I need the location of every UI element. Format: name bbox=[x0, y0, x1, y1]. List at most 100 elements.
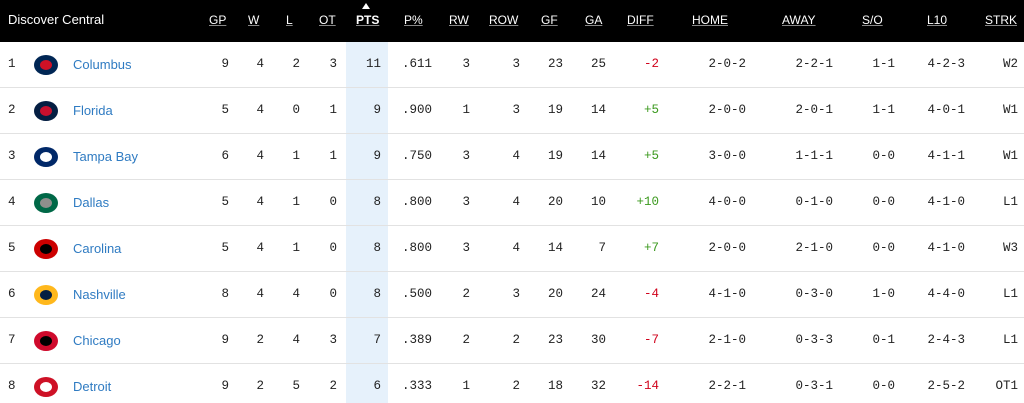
team-name[interactable]: Florida bbox=[73, 103, 113, 118]
cell: 2-1-0 bbox=[708, 333, 746, 347]
cell: 9 bbox=[373, 103, 381, 117]
column-header[interactable]: S/O bbox=[862, 13, 883, 27]
header-bar: Discover Central GP W L OT PTS P% RW ROW GF GA DIF… bbox=[0, 0, 1024, 42]
cell: 4 bbox=[256, 195, 264, 209]
column-header[interactable]: GP bbox=[209, 13, 227, 27]
cell: 1-0 bbox=[872, 287, 895, 301]
cell: 2-0-0 bbox=[708, 241, 746, 255]
cell: 3 bbox=[512, 57, 520, 71]
cell: 4-1-1 bbox=[927, 149, 965, 163]
cell: .800 bbox=[401, 195, 432, 209]
cell: 2 bbox=[512, 379, 520, 393]
cell: -14 bbox=[636, 379, 659, 393]
column-header[interactable]: RW bbox=[449, 13, 469, 27]
column-header[interactable]: PTS bbox=[356, 13, 380, 27]
cell: 4 bbox=[512, 195, 520, 209]
column-header[interactable]: GF bbox=[541, 13, 558, 27]
cell: 2 bbox=[512, 333, 520, 347]
cell: 30 bbox=[590, 333, 606, 347]
team-logo bbox=[34, 331, 58, 351]
cell: 18 bbox=[547, 379, 563, 393]
team-name[interactable]: Tampa Bay bbox=[73, 149, 139, 164]
cell: 3 bbox=[512, 287, 520, 301]
table-row: 3 Tampa Bay 6 4 1 1 9.750 3 4 19 14 +5 3-0-0 1-1-1 0-0… bbox=[0, 134, 1024, 180]
cell: 4-0-0 bbox=[708, 195, 746, 209]
cell: 9 bbox=[221, 379, 229, 393]
cell: 4 bbox=[256, 57, 264, 71]
cell: 6 bbox=[221, 149, 229, 163]
column-header[interactable]: W bbox=[248, 13, 260, 27]
cell: 19 bbox=[547, 149, 563, 163]
table-row: 4 Dallas 5 4 1 0 8.800 3 4 20 10 +10 4-0-0 0-1-0 0-0 4-… bbox=[0, 180, 1024, 226]
cell: 2 bbox=[462, 287, 470, 301]
cell: .900 bbox=[401, 103, 432, 117]
rank: 6 bbox=[8, 287, 16, 301]
team-name[interactable]: Columbus bbox=[73, 57, 132, 72]
rank: 4 bbox=[8, 195, 16, 209]
column-header[interactable]: GA bbox=[585, 13, 603, 27]
cell: 4-2-3 bbox=[927, 57, 965, 71]
cell: 4 bbox=[256, 149, 264, 163]
cell: 0-3-0 bbox=[795, 287, 833, 301]
cell: 1 bbox=[329, 103, 337, 117]
team-name[interactable]: Detroit bbox=[73, 379, 112, 394]
cell: 2-2-1 bbox=[795, 57, 833, 71]
cell: 9 bbox=[373, 149, 381, 163]
cell: 1-1 bbox=[872, 57, 895, 71]
cell: 14 bbox=[547, 241, 563, 255]
column-header[interactable]: ROW bbox=[489, 13, 519, 27]
column-header[interactable]: DIFF bbox=[627, 13, 654, 27]
rank: 1 bbox=[8, 57, 16, 71]
column-header[interactable]: L10 bbox=[927, 13, 948, 27]
rank: 5 bbox=[8, 241, 16, 255]
cell: .389 bbox=[401, 333, 432, 347]
cell: 0-3-3 bbox=[795, 333, 833, 347]
team-logo bbox=[34, 239, 58, 259]
cell: .800 bbox=[401, 241, 432, 255]
column-header[interactable]: HOME bbox=[692, 13, 728, 27]
column-header[interactable]: STRK bbox=[985, 13, 1018, 27]
cell: .333 bbox=[401, 379, 432, 393]
cell: 2-0-0 bbox=[708, 103, 746, 117]
cell: .750 bbox=[401, 149, 432, 163]
column-header[interactable]: AWAY bbox=[782, 13, 816, 27]
cell: 0-0 bbox=[872, 149, 895, 163]
team-name[interactable]: Chicago bbox=[73, 333, 121, 348]
column-header[interactable]: P% bbox=[404, 13, 423, 27]
cell: 24 bbox=[590, 287, 606, 301]
team-name[interactable]: Carolina bbox=[73, 241, 122, 256]
table-row: 2 Florida 5 4 0 1 9.900 1 3 19 14 +5 2-0-0 2-0-1 1-1 4-… bbox=[0, 88, 1024, 134]
column-header[interactable]: L bbox=[286, 13, 293, 27]
cell: .611 bbox=[401, 57, 432, 71]
cell: +10 bbox=[636, 195, 659, 209]
cell: 4-0-1 bbox=[927, 103, 965, 117]
rank: 8 bbox=[8, 379, 16, 393]
cell: 0 bbox=[329, 287, 337, 301]
rank: 2 bbox=[8, 103, 16, 117]
sorted-column-highlight bbox=[346, 42, 388, 403]
cell: +7 bbox=[643, 241, 659, 255]
cell: 2 bbox=[462, 333, 470, 347]
title: Discover Central bbox=[8, 12, 105, 27]
cell: 2 bbox=[329, 379, 337, 393]
table-row: 1 Columbus 9 4 2 3 11.611 3 3 23 25 -2 2-0-2 2-2-1 1-1… bbox=[0, 42, 1024, 88]
team-name[interactable]: Nashville bbox=[73, 287, 126, 302]
cell: 3 bbox=[329, 57, 337, 71]
cell: 0 bbox=[329, 195, 337, 209]
cell: 3 bbox=[462, 241, 470, 255]
rank: 7 bbox=[8, 333, 16, 347]
cell: 1 bbox=[329, 149, 337, 163]
team-logo bbox=[34, 147, 58, 167]
cell: 1 bbox=[462, 103, 470, 117]
column-header[interactable]: OT bbox=[319, 13, 336, 27]
cell: L1 bbox=[1002, 287, 1018, 301]
cell: 4 bbox=[256, 241, 264, 255]
cell: 0-1-0 bbox=[795, 195, 833, 209]
cell: 4 bbox=[292, 287, 300, 301]
cell: 1 bbox=[462, 379, 470, 393]
rank: 3 bbox=[8, 149, 16, 163]
team-name[interactable]: Dallas bbox=[73, 195, 110, 210]
cell: 19 bbox=[547, 103, 563, 117]
cell: 8 bbox=[373, 195, 381, 209]
